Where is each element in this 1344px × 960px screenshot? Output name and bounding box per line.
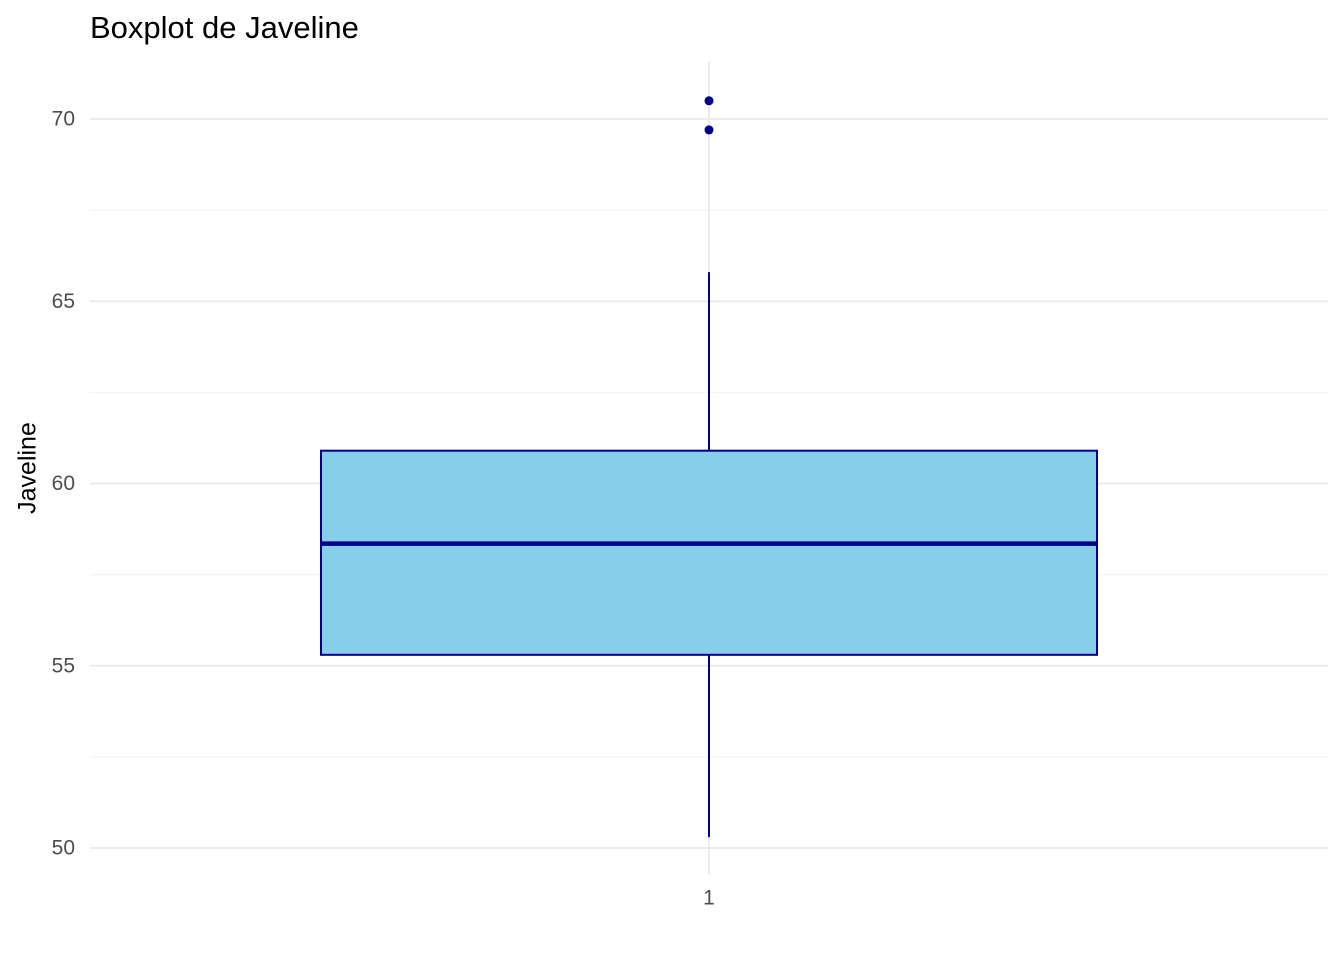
y-tick-label: 55 (52, 654, 75, 677)
y-tick-label: 50 (52, 837, 75, 860)
chart-title: Boxplot de Javeline (90, 10, 359, 45)
x-tick-label: 1 (703, 887, 715, 910)
outlier-point (704, 125, 714, 135)
outlier-point (704, 96, 714, 106)
y-tick-label: 70 (52, 108, 75, 131)
box-iqr (320, 449, 1098, 656)
y-tick-label: 60 (52, 472, 75, 495)
y-tick-label: 65 (52, 290, 75, 313)
